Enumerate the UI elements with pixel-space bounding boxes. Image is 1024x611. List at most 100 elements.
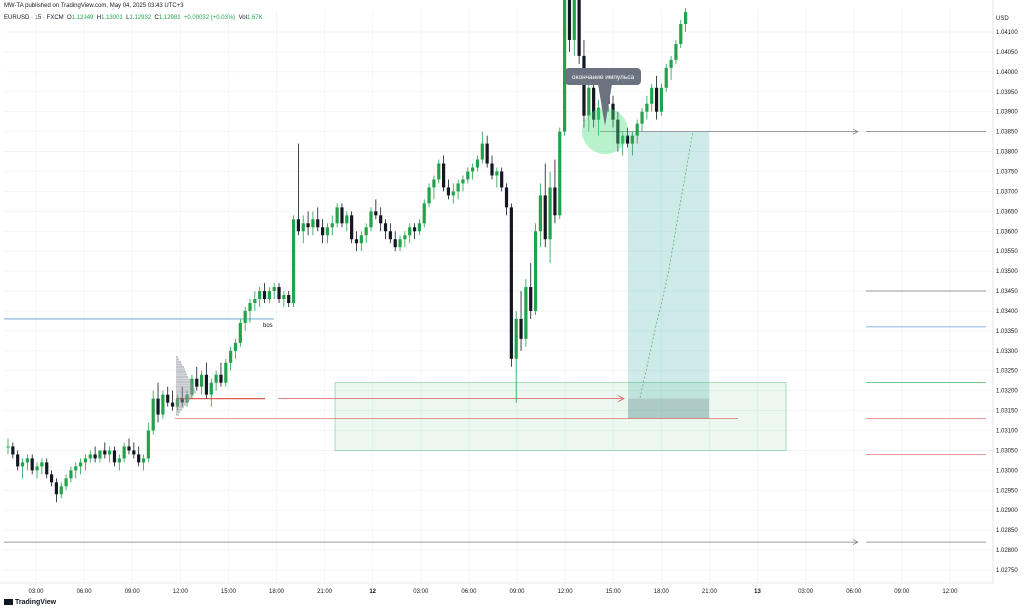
- volume-profile-bar: [176, 378, 190, 381]
- candle-down: [442, 163, 446, 188]
- volume-profile-bar: [176, 413, 179, 416]
- price-tick-label: 1.03250: [996, 369, 1018, 375]
- time-tick-label: 15:00: [221, 589, 237, 595]
- publish-info: MW-TA published on TradingView.com, May …: [4, 3, 184, 9]
- candle-up: [408, 227, 412, 236]
- candle-down: [340, 207, 344, 224]
- time-tick-label: 09:00: [125, 589, 141, 595]
- price-tick-label: 1.03800: [996, 150, 1018, 156]
- candle-up: [359, 235, 363, 244]
- volume-profile-bar: [176, 396, 192, 399]
- bos-label: bos: [263, 323, 273, 329]
- candle-up: [548, 187, 552, 240]
- candle-up: [248, 302, 252, 311]
- chart-annotations: окончание импульса bos: [176, 68, 694, 416]
- candle-up: [635, 123, 639, 136]
- candle-up: [301, 223, 305, 232]
- candle-up: [282, 295, 286, 300]
- candle-up: [417, 223, 421, 232]
- candle-up: [311, 219, 315, 228]
- tradingview-logo[interactable]: TradingView: [4, 599, 56, 606]
- candle-up: [451, 191, 455, 196]
- logo-icon: [4, 599, 13, 606]
- callout-text: окончание импульса: [572, 74, 635, 81]
- impulse-end-marker: [582, 108, 628, 154]
- price-tick-label: 1.03700: [996, 189, 1018, 195]
- candle-down: [30, 458, 34, 471]
- candle-down: [296, 219, 300, 232]
- candle-down: [543, 195, 547, 240]
- chart-grid: [4, 10, 993, 583]
- time-tick-label: 09:00: [894, 589, 910, 595]
- candle-up: [461, 179, 465, 184]
- candle-up: [466, 171, 470, 180]
- candle-down: [287, 295, 291, 303]
- candle-down: [277, 287, 281, 300]
- candle-up: [495, 171, 499, 176]
- open-label: O: [67, 15, 72, 21]
- candle-down: [93, 454, 97, 459]
- brand-label: TradingView: [15, 599, 57, 606]
- candle-up: [640, 111, 644, 124]
- volume-profile-bar: [176, 366, 184, 369]
- candle-down: [54, 482, 58, 495]
- candle-up: [524, 287, 528, 339]
- volume-profile-bar: [176, 388, 195, 391]
- candle-up: [669, 59, 673, 68]
- time-tick-label: 12:00: [942, 589, 958, 595]
- candle-up: [151, 398, 155, 431]
- candle-up: [664, 67, 668, 88]
- candle-down: [354, 239, 359, 244]
- candle-down: [219, 374, 223, 383]
- time-tick-label: 12: [369, 589, 376, 595]
- candle-up: [369, 211, 373, 228]
- callout-box: [565, 68, 641, 85]
- time-tick-label: 06:00: [846, 589, 862, 595]
- candle-up: [563, 0, 567, 132]
- candle-down: [490, 163, 494, 176]
- stop-box: [628, 398, 709, 419]
- price-tick-label: 1.02950: [996, 488, 1018, 494]
- high-value: 1.13001: [101, 15, 123, 21]
- close-label: C: [154, 15, 159, 21]
- candle-up: [475, 159, 480, 168]
- time-tick-label: 21:00: [317, 589, 333, 595]
- candle-up: [74, 466, 78, 471]
- price-tick-label: 1.03000: [996, 468, 1018, 474]
- price-tick-label: 1.02900: [996, 508, 1018, 514]
- candle-up: [6, 446, 10, 448]
- time-tick-label: 03:00: [28, 589, 44, 595]
- price-tick-label: 1.03050: [996, 448, 1018, 454]
- price-tick-label: 1.04050: [996, 50, 1018, 56]
- candle-up: [79, 462, 83, 467]
- price-axis: USD 1.04100 1.04050 1.04000 1.03950 1.03900 1.…: [992, 0, 1024, 611]
- candle-down: [16, 454, 20, 467]
- volume-profile-bar: [176, 356, 178, 359]
- candle-up: [480, 143, 484, 160]
- candle-down: [262, 291, 267, 300]
- vol-value: 1.67K: [246, 15, 263, 21]
- price-tick-label: 1.03300: [996, 349, 1018, 355]
- callout-pointer: [598, 84, 612, 126]
- price-tick-label: 1.02750: [996, 568, 1018, 574]
- price-tick-label: 1.03900: [996, 110, 1018, 116]
- candle-down: [137, 454, 141, 463]
- volume-profile-bar: [176, 373, 187, 376]
- arrow-head-icon: [852, 128, 859, 135]
- volume-profile-bar: [176, 411, 180, 414]
- candle-down: [553, 187, 557, 216]
- candles-layer: [6, 0, 688, 503]
- candle-up: [272, 287, 276, 292]
- candle-up: [161, 394, 165, 415]
- candle-up: [233, 342, 238, 351]
- candle-down: [582, 55, 586, 116]
- candle-up: [200, 374, 204, 387]
- volume-profile-bar: [176, 381, 192, 384]
- candle-up: [59, 486, 63, 495]
- candle-down: [132, 450, 136, 455]
- candle-up: [291, 219, 296, 303]
- candle-up: [88, 454, 92, 459]
- volume-profile-bar: [176, 386, 194, 389]
- price-tick-label: 1.02800: [996, 548, 1018, 554]
